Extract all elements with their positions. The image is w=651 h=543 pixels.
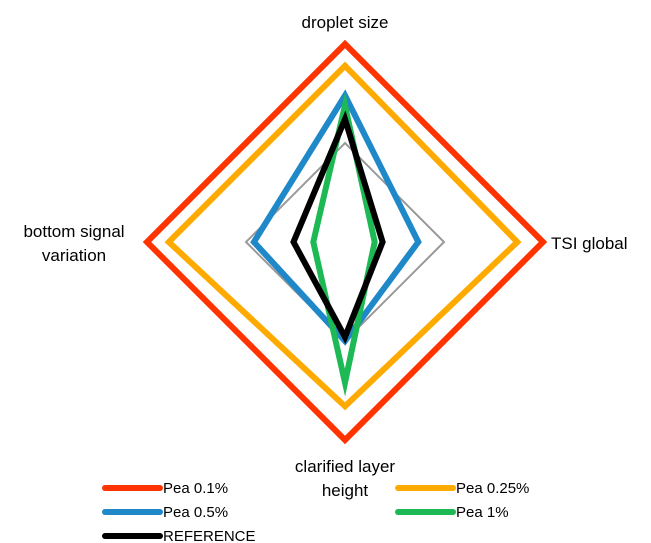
series-layer <box>142 39 548 445</box>
grid-layer <box>244 141 446 343</box>
legend: Pea 0.1% Pea 0.25% Pea 0.5% Pea 1% REFERENCE <box>102 480 529 543</box>
series-polygon-4 <box>290 110 386 345</box>
series-polygon-3 <box>310 91 378 397</box>
legend-label-4: REFERENCE <box>163 528 256 543</box>
series-polygon-1 <box>164 61 522 411</box>
legend-item-2: Pea 0.5% <box>102 504 228 521</box>
axis-label-clarified-layer-line2: height <box>322 481 369 500</box>
series-polygon-0 <box>142 39 548 445</box>
legend-item-0: Pea 0.1% <box>102 480 228 497</box>
legend-label-2: Pea 0.5% <box>163 504 228 521</box>
legend-label-0: Pea 0.1% <box>163 480 228 497</box>
legend-item-3: Pea 1% <box>395 504 509 521</box>
axis-label-bottom-signal-line2: variation <box>42 246 106 265</box>
axis-label-bottom-signal-line1: bottom signal <box>23 222 124 241</box>
axis-label-tsi-global: TSI global <box>551 234 628 253</box>
legend-item-1: Pea 0.25% <box>395 480 529 497</box>
legend-label-3: Pea 1% <box>456 504 509 521</box>
axis-label-clarified-layer-line1: clarified layer <box>295 457 395 476</box>
legend-item-4: REFERENCE <box>102 528 256 543</box>
legend-label-1: Pea 0.25% <box>456 480 529 497</box>
axis-label-droplet-size: droplet size <box>302 13 389 32</box>
grid-ring <box>244 141 446 343</box>
